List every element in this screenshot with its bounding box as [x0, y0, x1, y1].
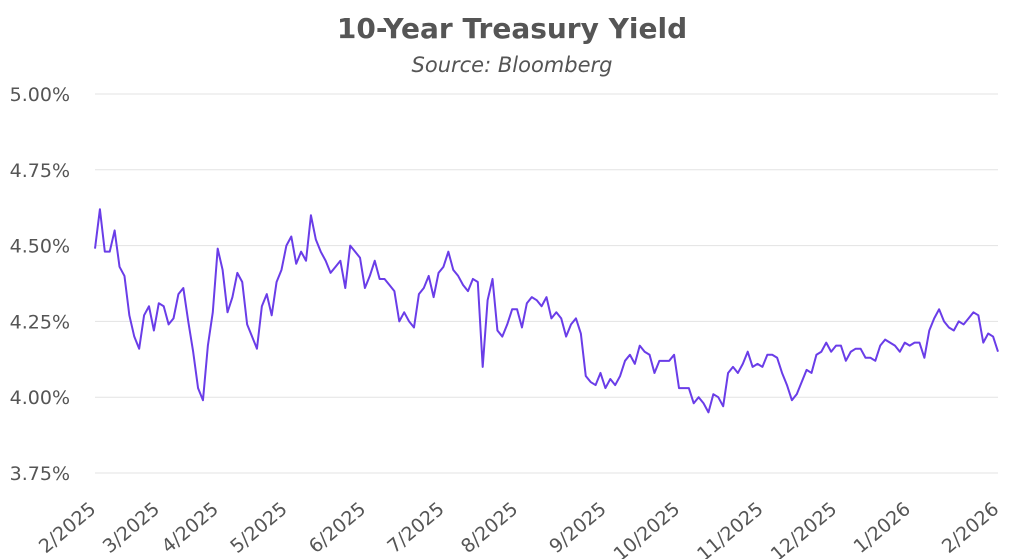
- x-tick-label: 4/2025: [158, 498, 223, 558]
- y-tick-label: 4.00%: [10, 387, 70, 409]
- x-tick-label: 1/2026: [850, 498, 915, 558]
- line-series: [94, 208, 999, 414]
- chart-subtitle: Source: Bloomberg: [412, 53, 613, 77]
- chart-title: 10-Year Treasury Yield: [337, 12, 687, 45]
- y-tick-label: 4.25%: [10, 311, 70, 333]
- y-tick-label: 4.75%: [10, 160, 70, 182]
- x-tick-label: 11/2025: [693, 498, 768, 559]
- x-tick-label: 8/2025: [457, 498, 522, 558]
- x-tick-label: 6/2025: [305, 498, 370, 558]
- x-tick-label: 7/2025: [383, 498, 448, 558]
- x-tick-label: 2/2025: [35, 498, 100, 558]
- y-tick-label: 3.75%: [10, 463, 70, 485]
- x-tick-label: 10/2025: [610, 498, 685, 559]
- x-tick-label: 9/2025: [545, 498, 610, 558]
- x-tick-label: 2/2026: [938, 498, 1003, 558]
- y-tick-label: 5.00%: [10, 84, 70, 106]
- x-tick-label: 5/2025: [226, 498, 291, 558]
- y-tick-label: 4.50%: [10, 236, 70, 258]
- x-tick-label: 12/2025: [767, 498, 842, 559]
- x-tick-label: 3/2025: [99, 498, 164, 558]
